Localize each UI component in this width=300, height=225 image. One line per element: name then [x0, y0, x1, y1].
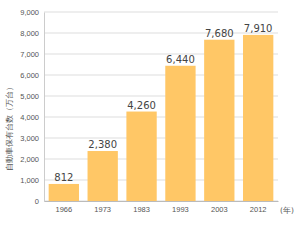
- grid-line: [44, 180, 278, 181]
- grid-line: [44, 138, 278, 139]
- data-label: 2,380: [88, 139, 117, 150]
- grid-line: [44, 201, 278, 202]
- grid-line: [44, 159, 278, 160]
- y-tick-label: 0: [35, 197, 39, 206]
- y-tick-label: 9,000: [20, 8, 39, 17]
- y-tick-label: 1,000: [20, 176, 39, 185]
- grid-line: [44, 117, 278, 118]
- data-labels: 812 2,380 4,260 6,440 7,680 7,910: [54, 23, 272, 183]
- grid: [44, 12, 278, 201]
- y-tick-label: 7,000: [20, 50, 39, 59]
- bars: [49, 35, 274, 201]
- grid-line: [44, 96, 278, 97]
- x-tick-label: 2003: [211, 205, 228, 214]
- y-tick-label: 2,000: [20, 155, 39, 164]
- x-tick: 1966: [55, 201, 72, 214]
- bar: [88, 151, 118, 201]
- chart: 0 1,000 2,000 3,000 4,000 5,000 6,000 7,000 8,00…: [0, 0, 300, 225]
- x-tick: 2012: [250, 201, 267, 214]
- y-tick: 5,000: [20, 92, 44, 101]
- grid-line: [44, 12, 278, 13]
- y-tick: 9,000: [20, 8, 44, 17]
- x-axis-title: (年): [280, 206, 294, 215]
- y-tick: 2,000: [20, 155, 44, 164]
- x-tick: 1983: [133, 201, 150, 214]
- y-axis-line: [44, 13, 45, 202]
- y-tick-label: 4,000: [20, 113, 39, 122]
- x-tick-label: 1983: [133, 205, 150, 214]
- data-label: 6,440: [166, 54, 195, 65]
- data-label: 812: [54, 172, 73, 183]
- bar: [49, 184, 79, 201]
- y-tick-label: 8,000: [20, 29, 39, 38]
- x-axis: 1966 1973 1983 1993 2003 2012: [45, 201, 279, 214]
- bar: [126, 112, 156, 201]
- bar: [204, 40, 234, 201]
- y-axis-title: 自動車保有台数（万台）: [5, 83, 14, 171]
- y-tick-label: 6,000: [20, 71, 39, 80]
- x-tick-label: 1966: [55, 205, 72, 214]
- x-tick: 1993: [172, 201, 189, 214]
- grid-line: [44, 75, 278, 76]
- y-tick-label: 5,000: [20, 92, 39, 101]
- y-tick: 8,000: [20, 29, 44, 38]
- bar: [243, 35, 273, 201]
- y-tick: 1,000: [20, 176, 44, 185]
- y-tick: 0: [35, 197, 44, 206]
- x-axis-line: [45, 201, 279, 202]
- x-tick-label: 2012: [250, 205, 267, 214]
- y-tick-label: 3,000: [20, 134, 39, 143]
- x-tick-label: 1993: [172, 205, 189, 214]
- y-tick: 6,000: [20, 71, 44, 80]
- x-tick: 1973: [94, 201, 111, 214]
- y-tick: 7,000: [20, 50, 44, 59]
- data-label: 7,680: [205, 28, 234, 39]
- y-tick: 4,000: [20, 113, 44, 122]
- x-tick: 2003: [211, 201, 228, 214]
- data-label: 7,910: [244, 23, 273, 34]
- y-axis: 0 1,000 2,000 3,000 4,000 5,000 6,000 7,000 8,00…: [20, 8, 44, 206]
- bar: [165, 66, 195, 201]
- y-tick: 3,000: [20, 134, 44, 143]
- data-label: 4,260: [127, 100, 156, 111]
- x-tick-label: 1973: [94, 205, 111, 214]
- grid-line: [44, 54, 278, 55]
